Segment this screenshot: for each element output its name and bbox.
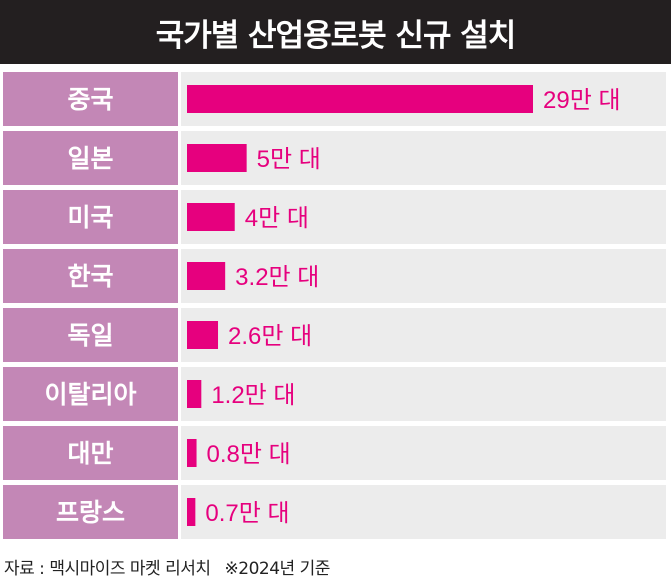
category-label: 프랑스 [56, 498, 125, 527]
bar-track [181, 249, 666, 303]
category-label-box [3, 190, 178, 244]
bar [187, 262, 226, 290]
bar-track [181, 367, 666, 421]
value-label: 3.2만 대 [235, 264, 319, 291]
category-label: 대만 [67, 439, 113, 468]
bar [187, 85, 533, 113]
value-label: 5만 대 [257, 146, 321, 173]
category-label-box [3, 426, 178, 480]
bar-track [181, 426, 666, 480]
value-label: 2.6만 대 [228, 323, 312, 350]
chart-footer: 자료 : 맥시마이즈 마켓 리서치 ※2024년 기준 [4, 550, 664, 582]
category-label: 미국 [67, 203, 113, 232]
category-label: 독일 [67, 321, 113, 350]
category-label-box [3, 72, 178, 126]
category-label: 일본 [67, 144, 113, 173]
date-note: ※2024년 기준 [224, 558, 331, 579]
chart-title-bar: 국가별 산업용로봇 신규 설치 [0, 0, 671, 64]
bar-track [181, 190, 666, 244]
bar-track [181, 308, 666, 362]
bar [187, 439, 197, 467]
bar [187, 144, 247, 172]
category-label-box [3, 485, 178, 539]
category-label: 한국 [67, 262, 113, 291]
value-label: 0.7만 대 [205, 500, 289, 527]
value-label: 29만 대 [543, 87, 621, 114]
value-label: 1.2만 대 [211, 382, 295, 409]
bar [187, 380, 202, 408]
bar-track [181, 485, 666, 539]
category-label: 이탈리아 [44, 380, 136, 409]
category-label-box [3, 249, 178, 303]
bar [187, 203, 235, 231]
category-label-box [3, 131, 178, 185]
bar [187, 321, 219, 349]
bar [187, 498, 196, 526]
value-label: 0.8만 대 [207, 441, 291, 468]
chart-title: 국가별 산업용로봇 신규 설치 [155, 17, 517, 54]
bar-track [181, 131, 666, 185]
category-label-box [3, 367, 178, 421]
value-label: 4만 대 [245, 205, 309, 232]
category-label: 중국 [67, 85, 113, 114]
source-note: 자료 : 맥시마이즈 마켓 리서치 [4, 558, 211, 579]
category-label-box [3, 308, 178, 362]
